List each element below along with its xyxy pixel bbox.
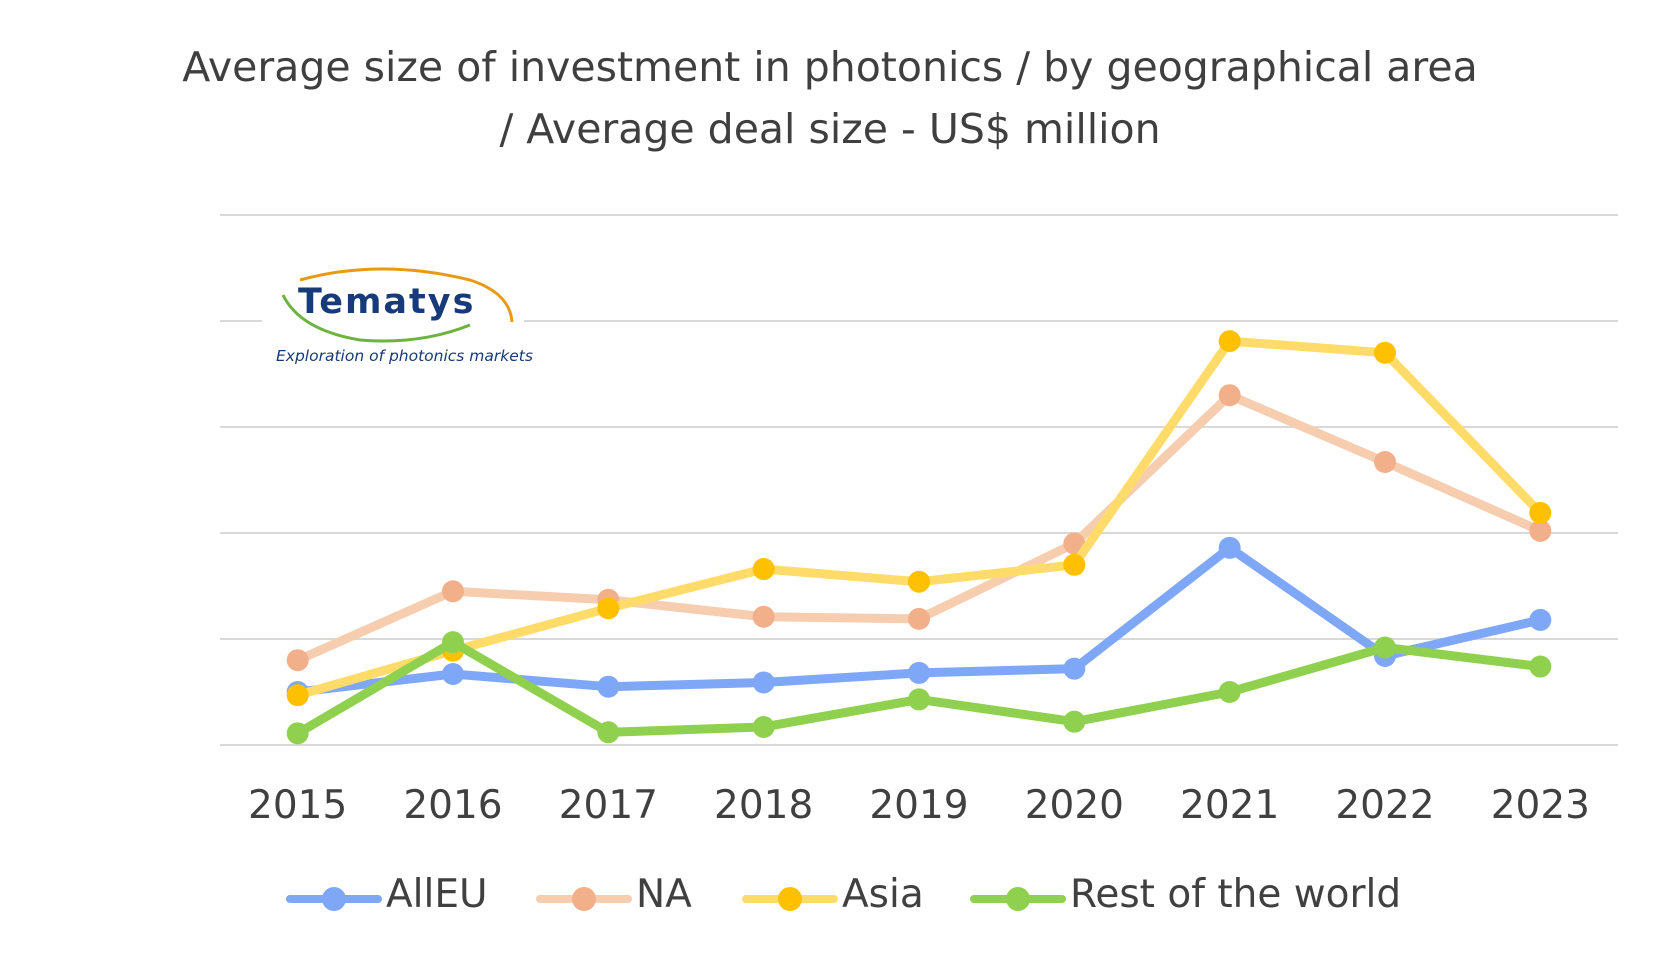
series-layer — [286, 330, 1552, 745]
data-point-asia — [1063, 553, 1086, 576]
x-tick-label: 2020 — [1025, 783, 1124, 828]
data-point-asia — [1374, 341, 1396, 364]
logo-tagline: Exploration of photonics markets — [276, 347, 533, 365]
legend-label-rest-of-world: Rest of the world — [1070, 872, 1402, 917]
x-axis-ticks: 2015 2016 2017 2018 2019 2020 2021 2022 2023 — [248, 783, 1590, 828]
legend-marker-na — [572, 887, 596, 911]
x-tick-label: 2015 — [248, 783, 347, 828]
legend-label-alleu: AllEU — [386, 872, 488, 917]
data-point-na — [1529, 519, 1552, 542]
data-point-na — [286, 649, 309, 672]
data-point-na — [1374, 450, 1396, 473]
data-point-na — [442, 580, 464, 603]
data-point-asia — [752, 558, 775, 581]
legend-marker-rest-of-world — [1006, 887, 1030, 911]
data-point-asia — [597, 597, 620, 620]
data-point-rest-of-world — [908, 688, 930, 711]
series-line-rest-of-world — [293, 637, 1545, 738]
data-point-alleu — [1218, 536, 1241, 559]
logo-wordmark: Tematys — [298, 282, 476, 322]
legend-label-na: NA — [636, 872, 692, 917]
series-asia — [286, 330, 1552, 707]
data-point-rest-of-world — [286, 722, 309, 745]
data-point-alleu — [597, 675, 620, 698]
chart-title-line-1: Average size of investment in photonics … — [182, 43, 1478, 91]
data-point-rest-of-world — [1374, 636, 1396, 659]
x-tick-label: 2023 — [1491, 783, 1590, 828]
data-point-asia — [286, 684, 309, 707]
x-tick-label: 2016 — [403, 783, 502, 828]
tematys-logo — [262, 260, 524, 372]
chart-title-line-2: / Average deal size - US$ million — [499, 105, 1161, 153]
data-point-rest-of-world — [442, 631, 464, 654]
legend-marker-alleu — [322, 887, 346, 911]
x-tick-label: 2017 — [559, 783, 658, 828]
data-point-asia — [1218, 330, 1241, 353]
data-point-na — [908, 607, 930, 630]
data-point-na — [752, 605, 775, 628]
legend: AllEU NA Asia Rest of the world — [0, 868, 1660, 928]
data-point-alleu — [752, 671, 775, 694]
series-line-asia — [293, 336, 1545, 700]
data-point-rest-of-world — [752, 715, 775, 738]
data-point-alleu — [442, 662, 464, 685]
x-tick-label: 2019 — [869, 783, 968, 828]
data-point-alleu — [908, 661, 930, 684]
data-point-asia — [908, 570, 930, 593]
x-tick-label: 2018 — [714, 783, 813, 828]
x-tick-label: 2022 — [1335, 783, 1434, 828]
data-point-na — [1218, 384, 1241, 407]
series-rest-of-world — [286, 631, 1552, 745]
data-point-rest-of-world — [1529, 655, 1552, 678]
data-point-rest-of-world — [1063, 710, 1086, 733]
data-point-rest-of-world — [597, 721, 620, 744]
data-point-alleu — [1529, 608, 1552, 631]
legend-label-asia: Asia — [842, 872, 924, 917]
x-tick-label: 2021 — [1180, 783, 1279, 828]
data-point-alleu — [1063, 657, 1086, 680]
data-point-asia — [1529, 501, 1552, 524]
data-point-rest-of-world — [1218, 681, 1241, 703]
legend-marker-asia — [778, 887, 802, 911]
